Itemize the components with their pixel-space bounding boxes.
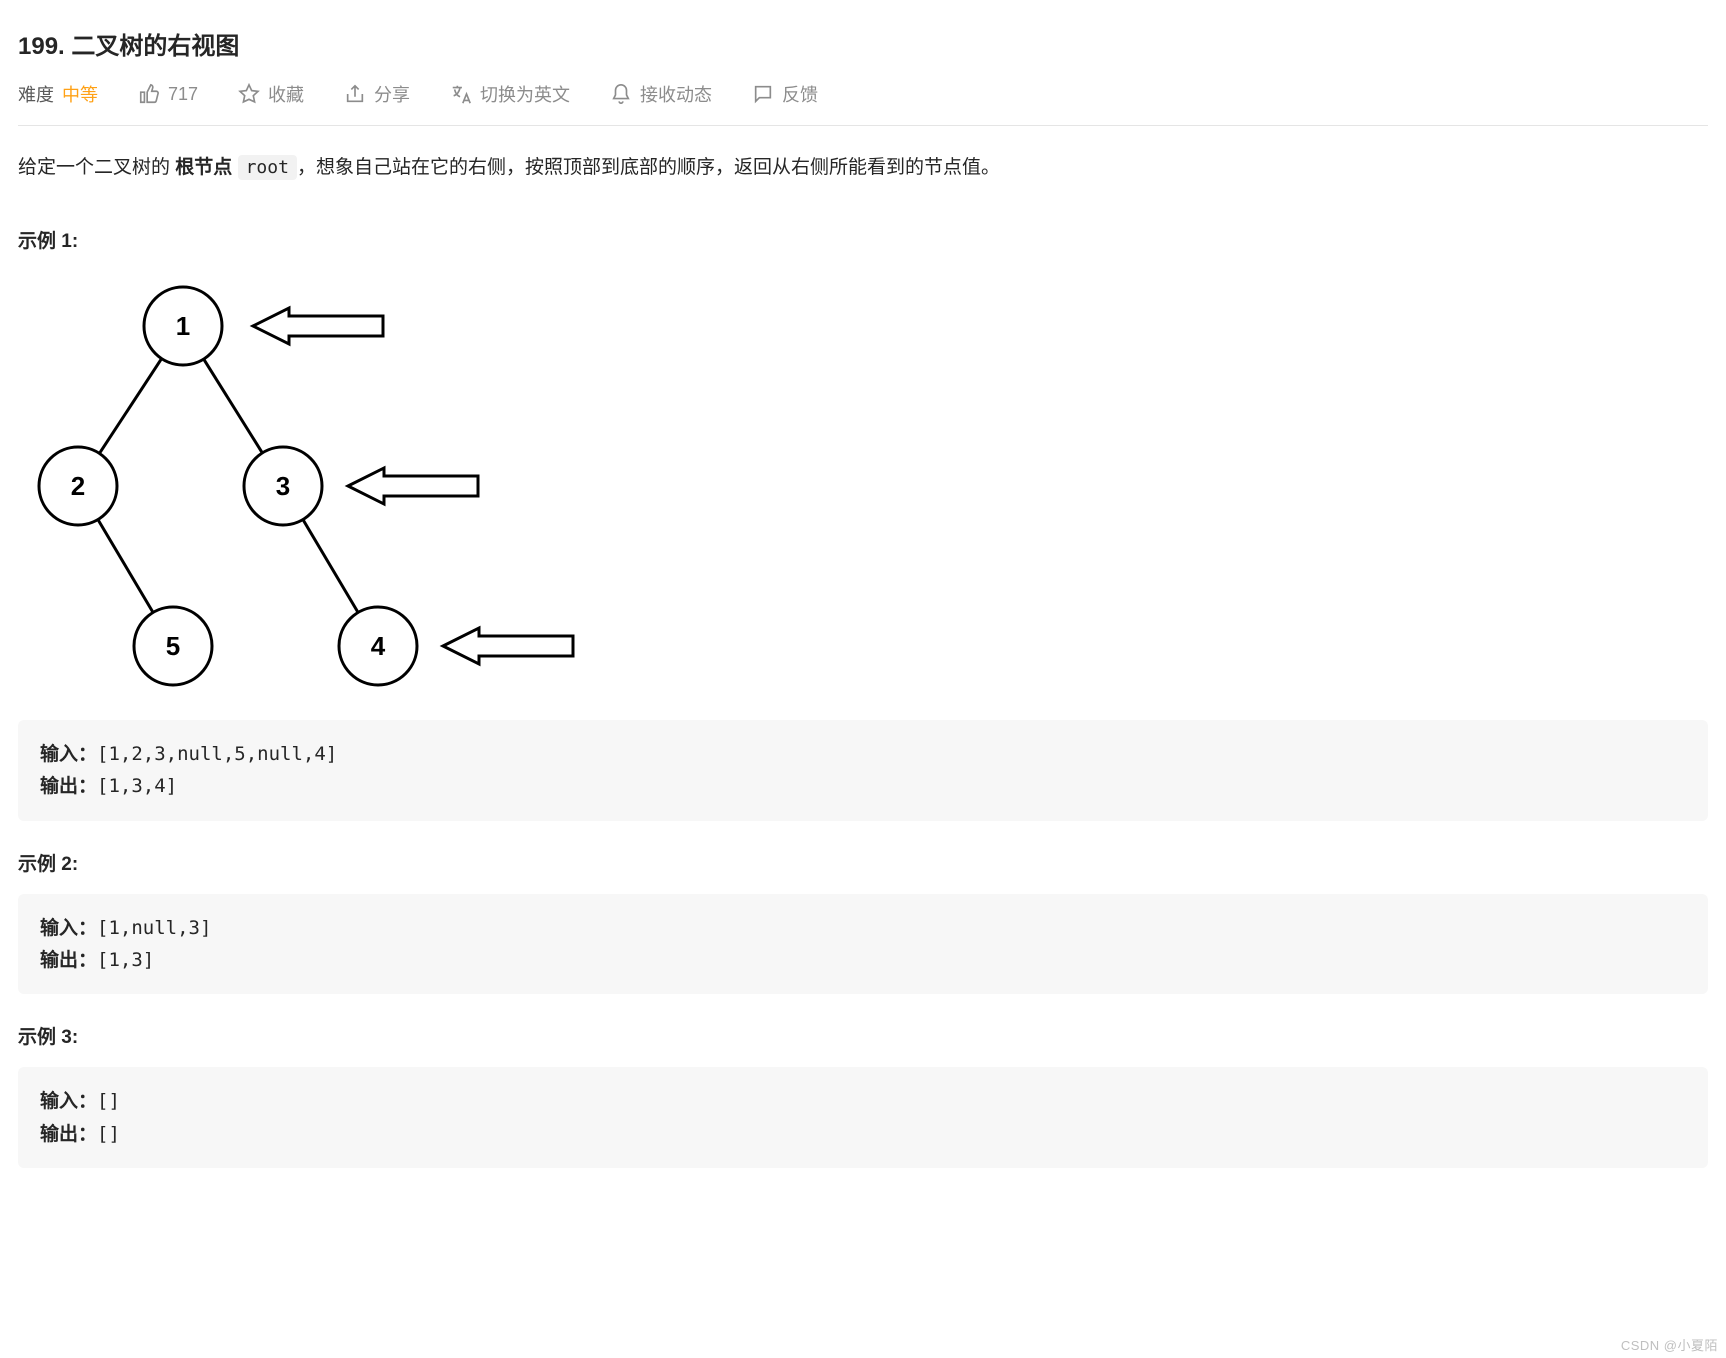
svg-text:4: 4 [371, 631, 386, 661]
share-icon [344, 83, 366, 105]
example-io: 输入：[1,null,3] 输出：[1,3] [18, 894, 1708, 995]
thumbs-up-icon [138, 83, 160, 105]
notify-label: 接收动态 [640, 81, 712, 107]
example-heading: 示例 2: [18, 849, 1708, 876]
switch-lang-label: 切换为英文 [480, 81, 570, 107]
svg-text:2: 2 [71, 471, 85, 501]
feedback-button[interactable]: 反馈 [752, 81, 818, 107]
like-button[interactable]: 717 [138, 83, 198, 105]
example-diagram: 1 2 3 5 4 [18, 271, 1708, 696]
example-io: 输入：[1,2,3,null,5,null,4] 输出：[1,3,4] [18, 720, 1708, 821]
svg-text:5: 5 [166, 631, 180, 661]
comment-icon [752, 83, 774, 105]
desc-code: root [238, 155, 297, 180]
example-heading: 示例 1: [18, 226, 1708, 253]
like-count: 717 [168, 84, 198, 105]
translate-icon [450, 83, 472, 105]
share-button[interactable]: 分享 [344, 81, 410, 107]
tree-diagram: 1 2 3 5 4 [18, 271, 578, 691]
watermark: CSDN @小夏陌 [1621, 1335, 1718, 1354]
switch-lang-button[interactable]: 切换为英文 [450, 81, 570, 107]
feedback-label: 反馈 [782, 81, 818, 107]
share-label: 分享 [374, 81, 410, 107]
bell-icon [610, 83, 632, 105]
notify-button[interactable]: 接收动态 [610, 81, 712, 107]
problem-title: 199. 二叉树的右视图 [18, 26, 1708, 61]
favorite-button[interactable]: 收藏 [238, 81, 304, 107]
example-io: 输入：[] 输出：[] [18, 1067, 1708, 1168]
svg-text:3: 3 [276, 471, 290, 501]
star-icon [238, 83, 260, 105]
desc-pre: 给定一个二叉树的 [18, 157, 175, 178]
problem-description: 给定一个二叉树的 根节点 root，想象自己站在它的右侧，按照顶部到底部的顺序，… [18, 150, 1708, 186]
desc-post: ，想象自己站在它的右侧，按照顶部到底部的顺序，返回从右侧所能看到的节点值。 [297, 157, 1000, 178]
example-heading: 示例 3: [18, 1022, 1708, 1049]
difficulty-label: 难度 [18, 81, 54, 107]
svg-text:1: 1 [176, 311, 190, 341]
meta-row: 难度 中等 717 收藏 分享 切换为英 [18, 81, 1708, 126]
difficulty: 难度 中等 [18, 81, 98, 107]
difficulty-value: 中等 [62, 81, 98, 107]
favorite-label: 收藏 [268, 81, 304, 107]
desc-root-label: 根节点 [175, 157, 232, 178]
